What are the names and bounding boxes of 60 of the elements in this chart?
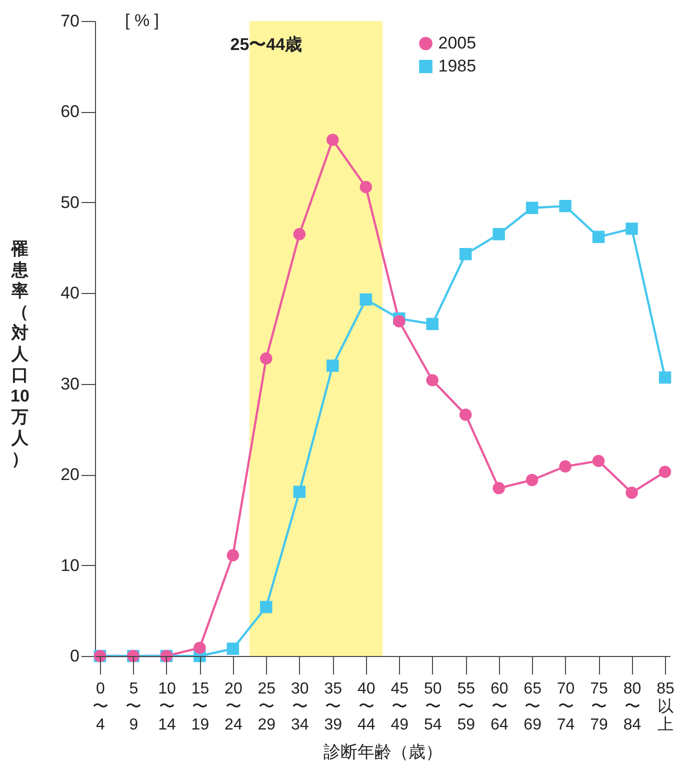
x-tick-label: 50〜54 bbox=[424, 680, 442, 734]
point bbox=[426, 374, 438, 386]
point bbox=[360, 293, 372, 306]
point bbox=[293, 486, 306, 498]
point bbox=[459, 248, 472, 260]
point bbox=[526, 474, 538, 486]
annotation: [ % ] bbox=[125, 11, 160, 30]
x-tick-label: 85以上 bbox=[656, 680, 675, 734]
point bbox=[658, 466, 672, 478]
point bbox=[360, 180, 372, 194]
x-tick-label: 40〜44 bbox=[357, 680, 376, 734]
point bbox=[326, 134, 339, 146]
x-tick-label: 60〜64 bbox=[490, 680, 508, 734]
x-tick-label: 35〜39 bbox=[324, 680, 342, 734]
x-tick-label: 10〜14 bbox=[158, 680, 176, 734]
x-tick-label: 55〜59 bbox=[457, 680, 476, 734]
point bbox=[260, 352, 272, 365]
point bbox=[658, 371, 672, 384]
point bbox=[592, 230, 605, 244]
x-tick-label: 75〜79 bbox=[590, 680, 608, 734]
x-axis-title: 診断年齢（歳） bbox=[324, 742, 442, 762]
point bbox=[194, 642, 206, 654]
x-tick-label: 5〜9 bbox=[126, 680, 142, 734]
legend-label: 1985 bbox=[438, 56, 476, 76]
point bbox=[326, 360, 339, 372]
point bbox=[592, 454, 605, 468]
x-tick-label: 65〜69 bbox=[524, 680, 542, 734]
x-tick-label: 15〜19 bbox=[191, 680, 210, 734]
x-tick-label: 70〜74 bbox=[556, 680, 575, 734]
y-tick-label: 50 bbox=[60, 192, 80, 212]
text: 罹患率（対人口10万人） bbox=[10, 240, 30, 469]
y-tick-label: 70 bbox=[60, 12, 80, 30]
x-tick-label: 45〜49 bbox=[390, 680, 409, 734]
point bbox=[559, 460, 572, 473]
point bbox=[426, 318, 438, 330]
x-tick-label: 80〜84 bbox=[623, 680, 642, 734]
point bbox=[260, 600, 272, 614]
legend-label: 2005 bbox=[438, 34, 476, 52]
y-tick-label: 0 bbox=[70, 646, 80, 666]
band-label: 25〜44歳 bbox=[230, 35, 302, 54]
point bbox=[559, 200, 572, 212]
y-tick-label: 60 bbox=[60, 102, 80, 122]
point bbox=[626, 222, 638, 235]
y-tick-label: 20 bbox=[60, 465, 80, 484]
x-tick-label: 30〜34 bbox=[291, 680, 309, 734]
point bbox=[492, 482, 505, 494]
y-tick-label: 40 bbox=[60, 284, 80, 303]
point bbox=[226, 549, 240, 562]
point bbox=[293, 228, 306, 240]
point bbox=[626, 486, 638, 499]
point bbox=[459, 408, 472, 421]
y-tick-label: 10 bbox=[60, 556, 80, 575]
point bbox=[526, 202, 538, 214]
y-tick-label: 30 bbox=[60, 374, 80, 394]
x-tick-label: 25〜29 bbox=[258, 680, 276, 734]
x-tick-label: 20〜24 bbox=[224, 680, 242, 734]
x-tick-label: 0〜4 bbox=[92, 680, 108, 734]
point bbox=[226, 642, 240, 655]
point bbox=[492, 228, 505, 240]
point bbox=[392, 315, 406, 328]
